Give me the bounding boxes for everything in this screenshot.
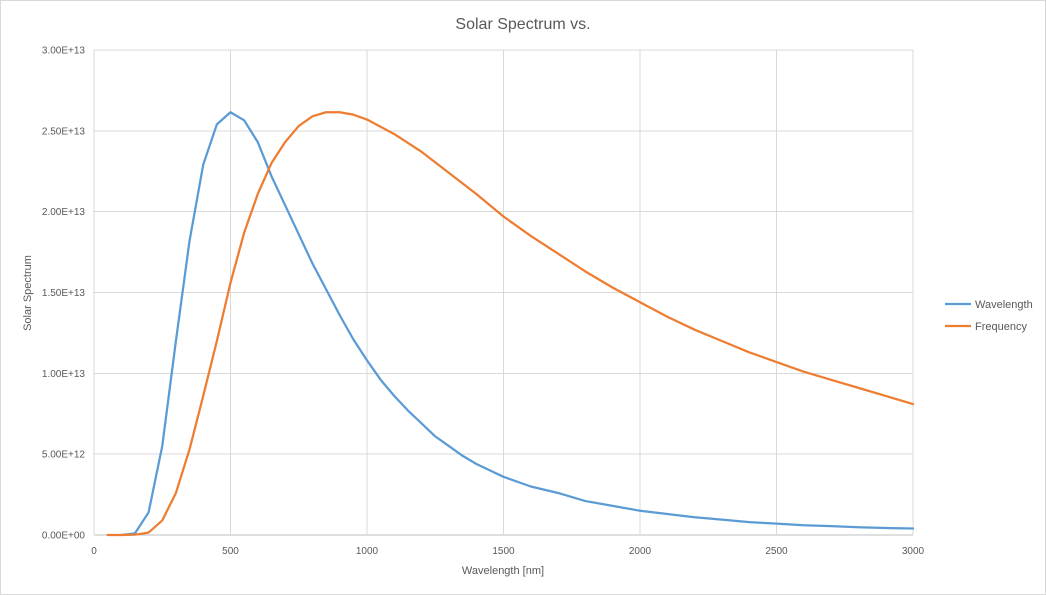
y-tick-label: 3.00E+13 (42, 46, 86, 57)
x-tick-label: 2500 (765, 546, 788, 557)
legend: Wavelength Frequency (945, 299, 1033, 333)
y-tick-label: 1.50E+13 (42, 288, 86, 299)
x-tick-label: 500 (222, 546, 239, 557)
x-axis-title: Wavelength [nm] (462, 565, 544, 577)
x-tick-label: 3000 (902, 546, 925, 557)
series-line-frequency (106, 111, 915, 537)
x-tick-label: 0 (91, 546, 97, 557)
series-line-wavelength (120, 111, 915, 537)
y-axis-title: Solar Spectrum (22, 255, 34, 331)
y-tick-label: 1.00E+13 (42, 369, 86, 380)
x-tick-label: 1000 (356, 546, 379, 557)
legend-label-wavelength: Wavelength (975, 299, 1033, 311)
x-axis-tick-labels: 0 500 1000 1500 2000 2500 3000 (91, 546, 924, 557)
y-axis-tick-labels: 0.00E+00 5.00E+12 1.00E+13 1.50E+13 2.00E+13… (42, 46, 86, 542)
series-lines (106, 111, 915, 537)
y-tick-label: 2.50E+13 (42, 126, 86, 137)
x-tick-label: 1500 (492, 546, 515, 557)
gridlines (93, 49, 914, 536)
y-tick-label: 5.00E+12 (42, 450, 86, 461)
x-tick-label: 2000 (629, 546, 652, 557)
y-tick-label: 0.00E+00 (42, 531, 86, 542)
chart-title: Solar Spectrum vs. (455, 16, 590, 33)
legend-label-frequency: Frequency (975, 321, 1027, 333)
y-tick-label: 2.00E+13 (42, 207, 86, 218)
